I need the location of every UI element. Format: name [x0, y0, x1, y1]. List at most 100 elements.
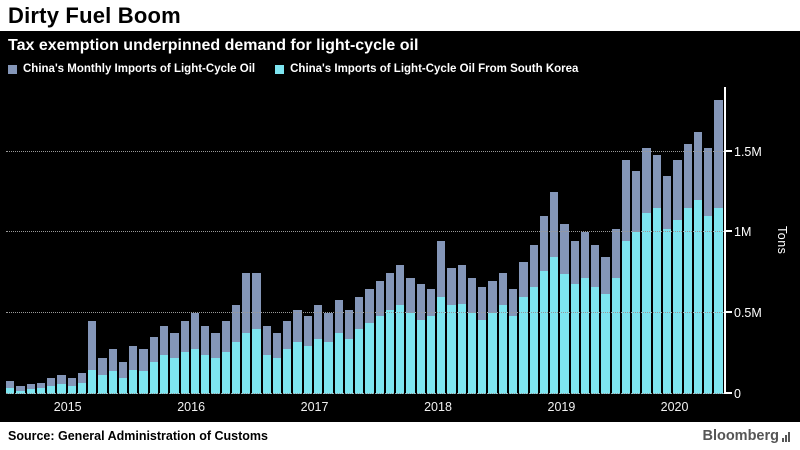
- bar-south-korea-imports: [488, 313, 497, 394]
- bar-south-korea-imports: [242, 332, 251, 394]
- bar-group: [704, 87, 713, 394]
- bar-group: [467, 87, 477, 394]
- bar-group: [355, 87, 364, 394]
- bar-south-korea-imports: [262, 355, 271, 394]
- bar-group: [560, 87, 569, 394]
- legend-swatch-total-icon: [8, 64, 17, 74]
- bar-group: [591, 87, 600, 394]
- bar-group: [26, 87, 35, 394]
- gridline: [6, 312, 724, 314]
- x-tick-label: 2015: [53, 400, 82, 414]
- y-axis-title: Tons: [775, 226, 789, 255]
- bar-south-korea-imports: [591, 287, 600, 394]
- bar-group: [344, 87, 354, 394]
- bar-group: [498, 87, 508, 394]
- bar-group: [313, 87, 323, 394]
- bar-group: [580, 87, 590, 394]
- bloomberg-wordmark: Bloomberg: [702, 428, 779, 444]
- bar-group: [211, 87, 220, 394]
- plot-column: 2015 2016 2017 2018 2019 2020: [6, 87, 732, 420]
- bar-south-korea-imports: [621, 240, 631, 394]
- bar-group: [139, 87, 148, 394]
- bar-south-korea-imports: [118, 377, 128, 394]
- bar-south-korea-imports: [467, 313, 477, 394]
- y-axis-tick: [724, 311, 732, 314]
- bar-south-korea-imports: [149, 361, 158, 394]
- bar-south-korea-imports: [293, 342, 302, 394]
- bar-group: [242, 87, 251, 394]
- bar-south-korea-imports: [67, 385, 76, 394]
- bar-south-korea-imports: [16, 390, 25, 394]
- legend-item-total: China's Monthly Imports of Light-Cycle O…: [8, 63, 255, 75]
- bar-group: [365, 87, 374, 394]
- bar-south-korea-imports: [26, 389, 35, 394]
- y-tick-label: 1.5M: [734, 144, 762, 159]
- bar-group: [416, 87, 425, 394]
- x-axis-labels: 2015 2016 2017 2018 2019 2020: [6, 394, 726, 420]
- bar-south-korea-imports: [139, 371, 148, 394]
- bar-group: [201, 87, 210, 394]
- chart-subtitle: Tax exemption underpinned demand for lig…: [8, 37, 419, 54]
- bar-group: [519, 87, 528, 394]
- bar-south-korea-imports: [375, 316, 384, 394]
- bar-group: [714, 87, 723, 394]
- bar-total-imports: [108, 348, 117, 394]
- chart-title: Dirty Fuel Boom: [8, 3, 181, 28]
- bar-group: [118, 87, 128, 394]
- y-axis-labels: 0 0.5M 1M 1.5M: [726, 87, 772, 401]
- bar-group: [170, 87, 179, 394]
- bar-south-korea-imports: [509, 316, 518, 394]
- x-tick-label: 2016: [177, 400, 206, 414]
- bar-south-korea-imports: [98, 374, 107, 394]
- bar-south-korea-imports: [6, 387, 15, 394]
- bar-group: [693, 87, 703, 394]
- bar-group: [601, 87, 610, 394]
- bar-group: [550, 87, 559, 394]
- bar-south-korea-imports: [159, 355, 169, 394]
- bar-group: [396, 87, 405, 394]
- bar-south-korea-imports: [129, 369, 138, 394]
- bar-south-korea-imports: [252, 329, 261, 394]
- x-tick-label: 2019: [547, 400, 576, 414]
- bar-south-korea-imports: [560, 274, 569, 394]
- bar-chart-icon: [782, 432, 790, 442]
- bar-group: [509, 87, 518, 394]
- bar-group: [293, 87, 302, 394]
- bar-group: [683, 87, 692, 394]
- bar-group: [231, 87, 241, 394]
- bar-south-korea-imports: [324, 342, 333, 394]
- bar-south-korea-imports: [201, 355, 210, 394]
- bar-south-korea-imports: [313, 339, 323, 394]
- bar-south-korea-imports: [231, 342, 241, 394]
- bar-south-korea-imports: [601, 293, 610, 394]
- bar-group: [283, 87, 292, 394]
- bar-group: [303, 87, 312, 394]
- bar-south-korea-imports: [498, 305, 508, 394]
- bar-group: [406, 87, 415, 394]
- bar-south-korea-imports: [190, 348, 200, 394]
- bar-group: [98, 87, 107, 394]
- x-tick-label: 2018: [424, 400, 452, 414]
- bar-group: [180, 87, 189, 394]
- y-tick-label: 0: [734, 387, 741, 401]
- bar-south-korea-imports: [457, 303, 466, 394]
- bar-group: [324, 87, 333, 394]
- bar-group: [262, 87, 271, 394]
- bar-group: [488, 87, 497, 394]
- bar-group: [159, 87, 169, 394]
- bar-south-korea-imports: [344, 339, 354, 394]
- y-axis-tick: [724, 149, 732, 152]
- bloomberg-logo: Bloomberg: [702, 428, 790, 444]
- bar-south-korea-imports: [334, 332, 343, 394]
- bar-south-korea-imports: [36, 387, 46, 394]
- bar-south-korea-imports: [580, 277, 590, 394]
- bar-south-korea-imports: [642, 213, 651, 394]
- bar-south-korea-imports: [406, 313, 415, 394]
- bar-south-korea-imports: [211, 358, 220, 394]
- bar-group: [611, 87, 620, 394]
- bar-group: [447, 87, 456, 394]
- bar-group: [621, 87, 631, 394]
- chart-area: 2015 2016 2017 2018 2019 2020 0 0.5M 1M 1.5M Ton…: [6, 87, 792, 420]
- chart-header: Dirty Fuel Boom: [0, 0, 800, 31]
- gridline: [6, 393, 724, 394]
